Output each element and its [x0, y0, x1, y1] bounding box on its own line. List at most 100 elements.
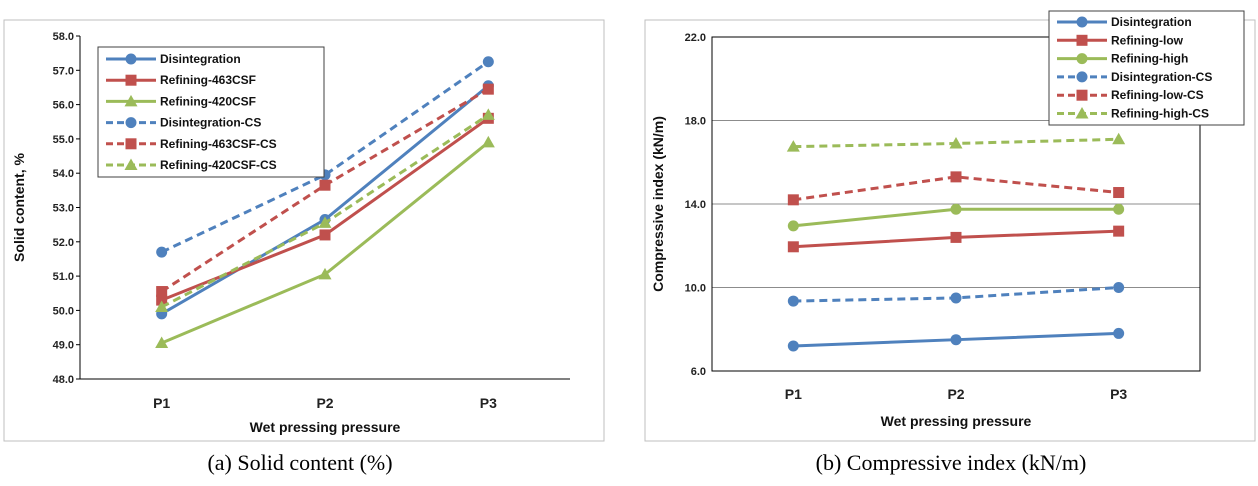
x-tick-label: P3 — [1110, 386, 1127, 402]
x-tick-label: P3 — [480, 395, 497, 411]
y-tick-label: 6.0 — [691, 366, 706, 378]
x-tick-label: P2 — [316, 395, 333, 411]
y-tick-label: 55.0 — [53, 134, 74, 146]
data-point — [950, 171, 962, 183]
data-point — [787, 241, 799, 253]
y-tick-label: 54.0 — [53, 168, 74, 180]
legend-marker — [1076, 89, 1088, 101]
data-point — [950, 334, 962, 346]
y-tick-label: 58.0 — [53, 31, 74, 43]
data-point — [156, 286, 168, 298]
legend-marker — [125, 117, 137, 129]
data-point — [481, 135, 495, 148]
legend-label: Disintegration-CS — [160, 116, 261, 130]
data-point — [1112, 132, 1126, 145]
plot-border — [711, 36, 1201, 372]
series-4 — [156, 83, 494, 298]
chart-frame — [3, 19, 605, 442]
data-point — [1113, 187, 1125, 199]
data-point — [950, 292, 962, 304]
data-point — [787, 194, 799, 206]
data-point — [318, 267, 332, 280]
series-4 — [787, 171, 1125, 206]
data-point — [155, 336, 169, 348]
chart-caption: (b) Compressive index (kN/m) — [816, 450, 1087, 475]
series-2 — [155, 135, 495, 348]
data-point — [1113, 327, 1125, 339]
chart-solid-content: 48.0 49.0 50.0 51.0 52.0 53.0 54.0 55.0 56.0 57.0… — [3, 19, 605, 475]
legend-marker — [124, 158, 138, 170]
legend-marker — [125, 53, 137, 65]
legend-label: Disintegration — [160, 52, 241, 66]
legend-label: Disintegration — [1111, 15, 1192, 29]
data-point — [1113, 282, 1125, 293]
legend-label: Refining-463CSF-CS — [160, 137, 277, 151]
legend-label: Refining-high — [1111, 52, 1188, 66]
legend-marker — [1076, 16, 1088, 28]
y-tick-label: 57.0 — [53, 65, 74, 77]
data-point — [787, 295, 799, 307]
y-tick-label: 53.0 — [53, 203, 74, 215]
legend-marker — [125, 74, 137, 86]
legend-marker — [124, 94, 138, 107]
legend-label: Refining-463CSF — [160, 73, 256, 87]
x-tick-label: P2 — [947, 386, 964, 402]
y-tick-label: 18.0 — [685, 116, 706, 128]
legend-marker — [1076, 53, 1088, 65]
chart-compressive-index: 6.0 10.0 14.0 18.0 22.0 P1 P2 P3 Wet pressing pr… — [644, 10, 1256, 475]
legend-marker — [1076, 71, 1088, 83]
series-5 — [155, 108, 495, 312]
series-0 — [787, 327, 1125, 352]
data-point — [156, 294, 168, 306]
series-2 — [787, 203, 1125, 232]
data-point — [787, 220, 799, 232]
legend-marker — [1076, 34, 1088, 46]
y-tick-label: 22.0 — [685, 32, 706, 44]
series-line — [161, 60, 490, 254]
legend-box — [1048, 10, 1245, 126]
legend-label: Refining-low-CS — [1111, 88, 1204, 102]
chart-caption: (a) Solid content (%) — [207, 450, 392, 475]
data-point — [1113, 225, 1125, 237]
chart-frame — [644, 19, 1256, 442]
data-point — [949, 136, 963, 149]
legend-box — [97, 46, 325, 178]
data-point — [319, 229, 331, 241]
legend-marker — [1075, 107, 1089, 119]
data-point — [155, 300, 169, 312]
series-3 — [787, 282, 1125, 307]
y-tick-label: 50.0 — [53, 305, 74, 317]
legend-marker — [125, 138, 137, 150]
data-point — [787, 340, 799, 352]
legend-label: Refining-420CSF-CS — [160, 158, 277, 172]
y-tick-label: 14.0 — [685, 199, 706, 211]
x-axis-label: Wet pressing pressure — [881, 413, 1032, 429]
series-line — [793, 175, 1119, 202]
y-axis-label: Compressive index (kN/m) — [650, 116, 666, 292]
data-point — [1113, 203, 1125, 215]
y-tick-label: 51.0 — [53, 271, 74, 283]
data-point — [319, 179, 331, 191]
y-tick-label: 52.0 — [53, 237, 74, 249]
series-5 — [786, 132, 1126, 152]
data-point — [481, 108, 495, 120]
x-tick-label: P1 — [785, 386, 802, 402]
legend-label: Refining-high-CS — [1111, 107, 1209, 121]
y-tick-label: 56.0 — [53, 100, 74, 112]
y-tick-label: 48.0 — [53, 374, 74, 386]
data-point — [950, 203, 962, 215]
x-axis-label: Wet pressing pressure — [250, 419, 401, 435]
y-tick-label: 49.0 — [53, 340, 74, 352]
data-point — [482, 56, 494, 68]
x-tick-label: P1 — [153, 395, 170, 411]
data-point — [318, 216, 332, 228]
y-axis-label: Solid content, % — [11, 153, 27, 262]
data-point — [950, 231, 962, 243]
series-1 — [787, 225, 1125, 253]
legend-label: Refining-420CSF — [160, 94, 256, 108]
data-point — [482, 83, 494, 95]
y-tick-label: 10.0 — [685, 283, 706, 295]
legend-label: Disintegration-CS — [1111, 70, 1212, 84]
data-point — [156, 246, 168, 258]
